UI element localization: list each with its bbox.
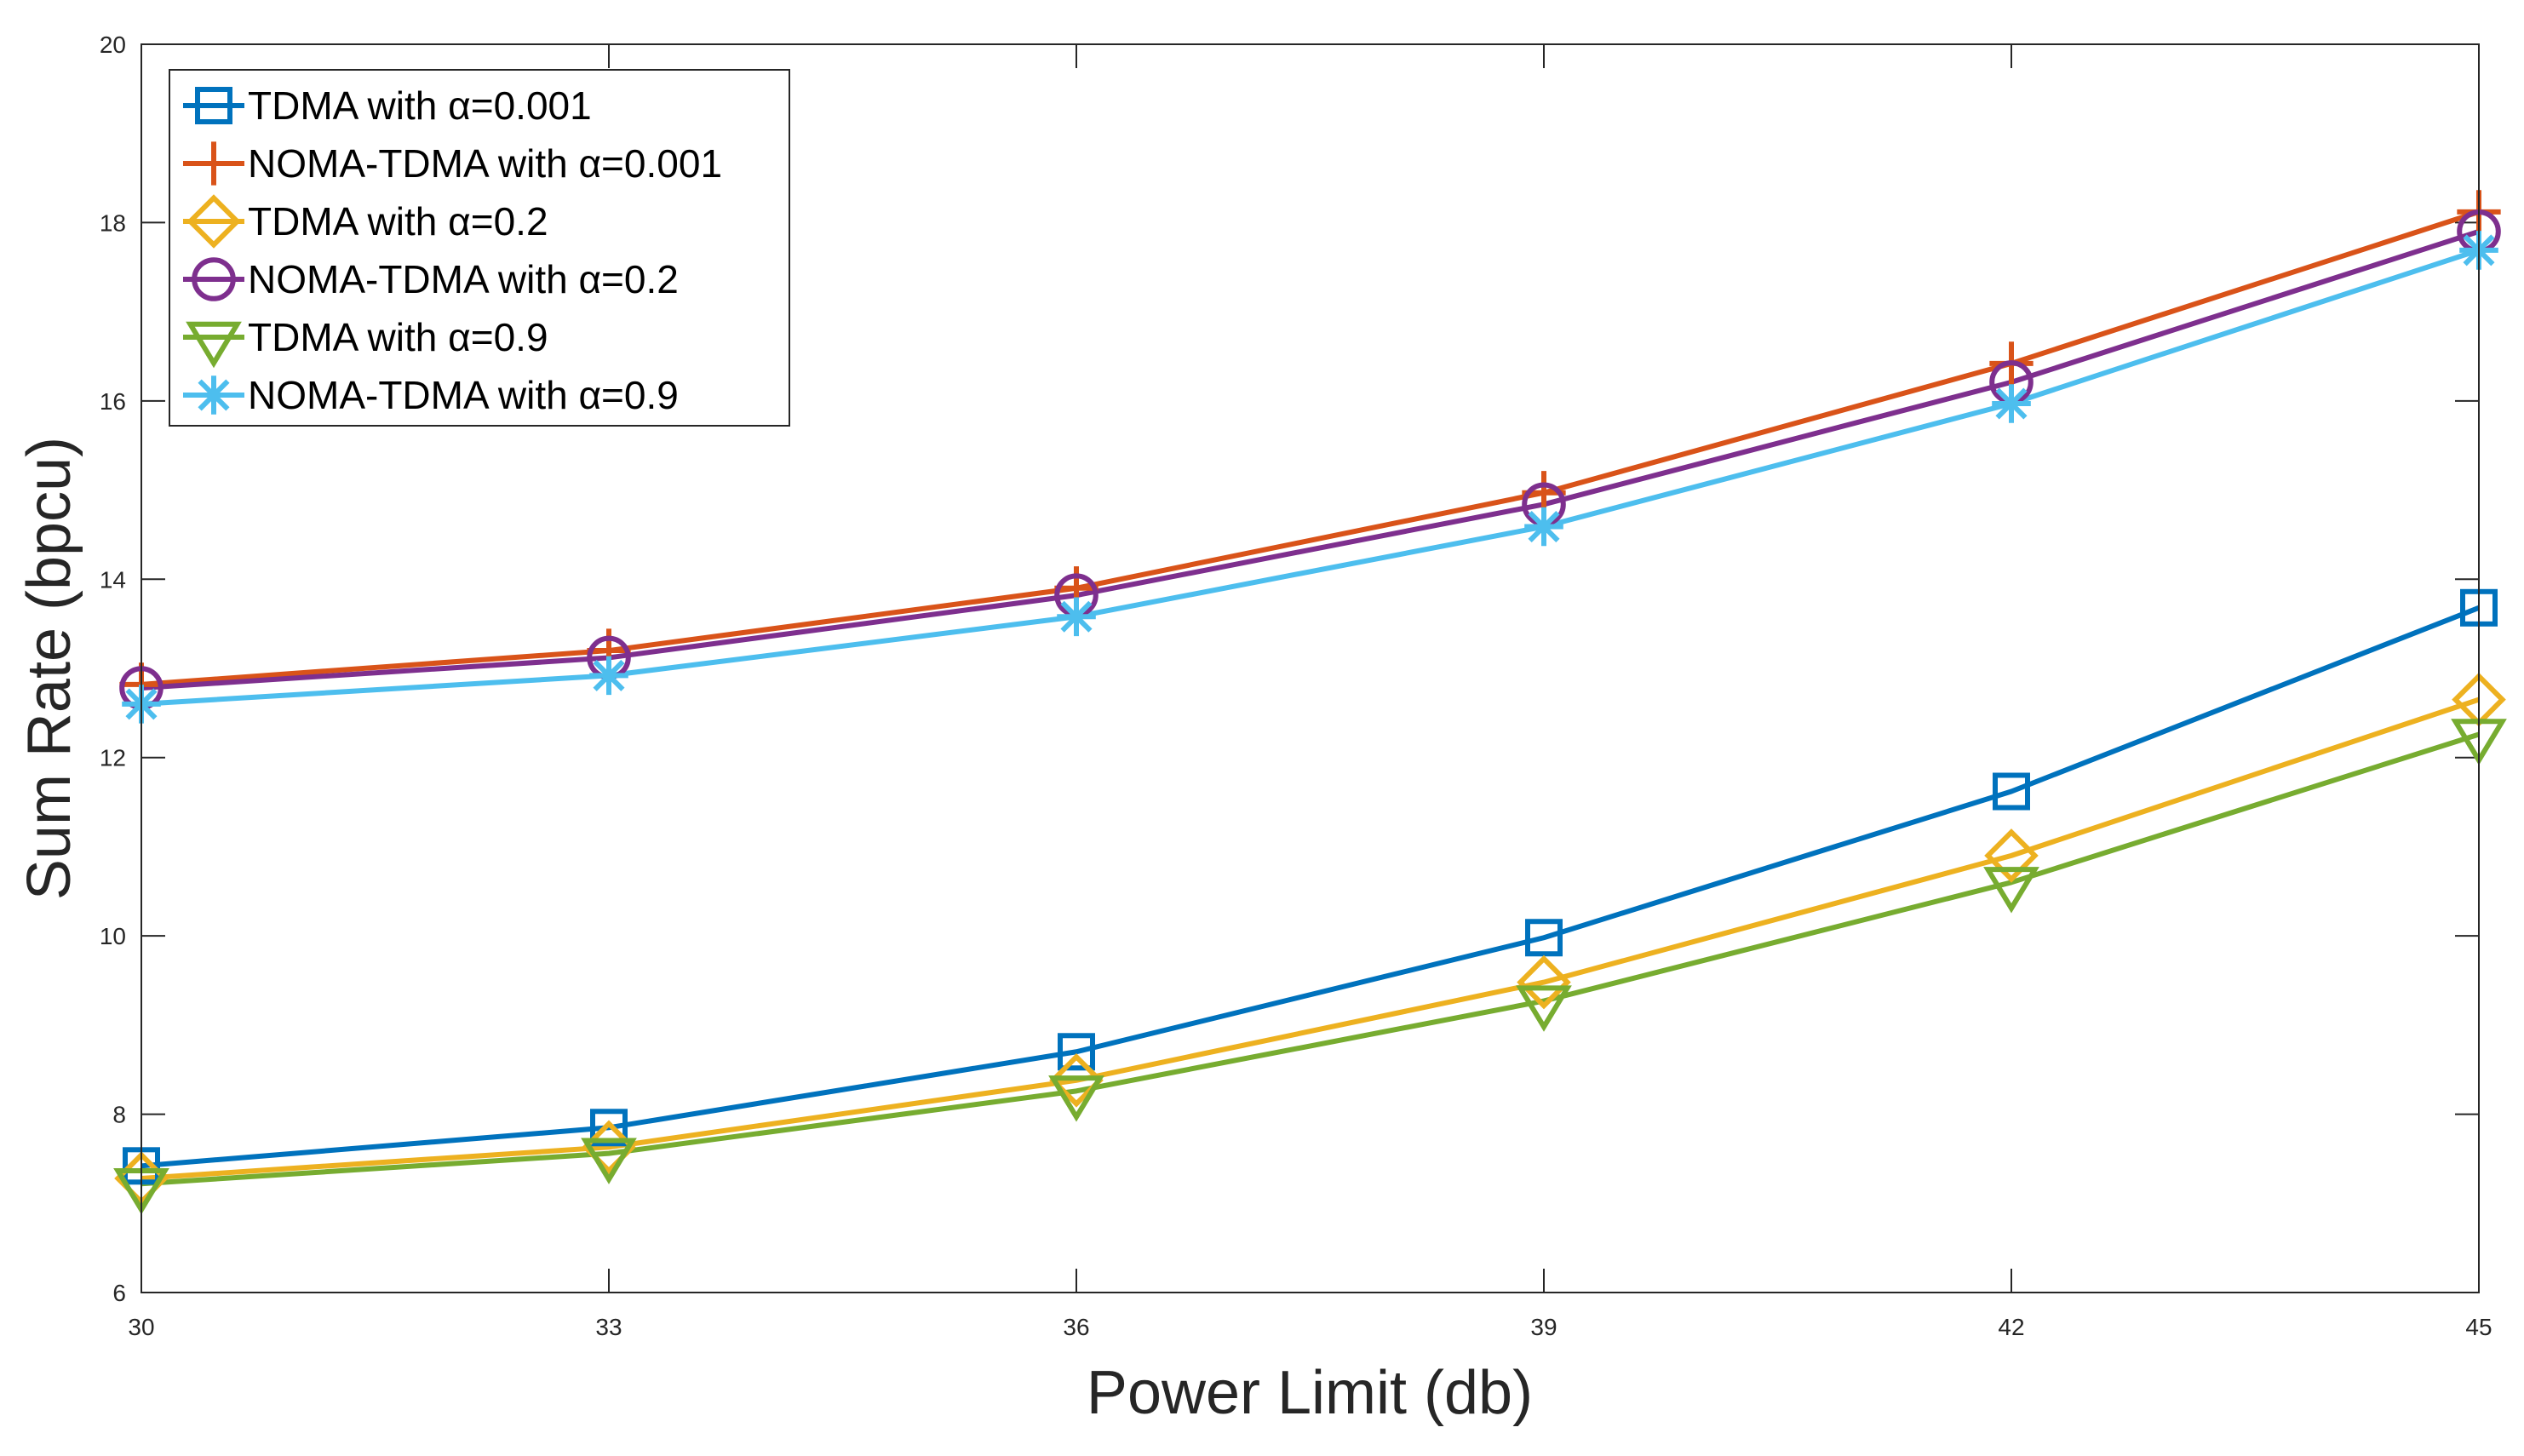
y-tick-label: 6 <box>112 1280 126 1306</box>
series-line-2 <box>141 209 2480 687</box>
series-1-point <box>1058 1033 1095 1071</box>
legend-item: NOMA-TDMA with α=0.2 <box>183 257 679 301</box>
x-axis-label: Power Limit (db) <box>1087 1359 1533 1427</box>
series-3-point <box>1984 828 2039 883</box>
legend-marker <box>192 257 236 301</box>
legend-marker <box>192 141 236 186</box>
series-1-point <box>590 1109 628 1147</box>
series-5-point <box>1516 985 1572 1032</box>
series-6-point <box>1057 597 1096 637</box>
legend-item: NOMA-TDMA with α=0.001 <box>183 141 722 186</box>
y-tick-label: 10 <box>100 923 126 949</box>
x-tick-label: 45 <box>2465 1314 2492 1340</box>
y-tick-label: 16 <box>100 388 126 415</box>
legend-box <box>169 69 790 427</box>
y-axis-label: Sum Rate (bpcu) <box>15 437 83 900</box>
y-tick-label: 20 <box>100 32 126 58</box>
y-tick-label: 12 <box>100 745 126 771</box>
x-tick-label: 33 <box>595 1314 622 1340</box>
legend-label: TDMA with α=0.2 <box>248 199 548 244</box>
legend-marker <box>186 194 241 249</box>
series-3-point <box>1049 1052 1104 1108</box>
series-line-1 <box>141 605 2481 1169</box>
series-6-point <box>589 656 628 696</box>
plot-frame <box>141 43 2480 1293</box>
legend-marker <box>186 321 242 369</box>
series-1-point <box>1993 772 2030 811</box>
legend-label: TDMA with α=0.001 <box>248 83 592 128</box>
series-lines <box>141 209 2481 1187</box>
series-line-3 <box>141 696 2480 1181</box>
series-6-point <box>1524 507 1563 547</box>
legend-label: NOMA-TDMA with α=0.001 <box>248 141 722 186</box>
series-line-6 <box>141 248 2480 707</box>
y-tick-label: 18 <box>100 209 126 236</box>
legend-marker <box>194 375 233 415</box>
legend-item: TDMA with α=0.2 <box>183 194 548 249</box>
legend-item: NOMA-TDMA with α=0.9 <box>183 373 679 417</box>
series-5-point <box>581 1138 637 1184</box>
tick-labels: 30 33 36 39 42 45 6 8 10 12 14 16 18 20 <box>100 32 2492 1340</box>
series-6-point <box>1992 384 2031 423</box>
series-5-point <box>1048 1075 1104 1122</box>
legend: TDMA with α=0.001 NOMA-TDMA with α=0.001 T… <box>169 69 790 427</box>
legend-label: NOMA-TDMA with α=0.2 <box>248 257 679 301</box>
series-1-point <box>1525 919 1563 957</box>
x-tick-label: 30 <box>128 1314 154 1340</box>
legend-item: TDMA with α=0.001 <box>183 83 592 128</box>
x-tick-label: 36 <box>1063 1314 1089 1340</box>
y-tick-label: 8 <box>112 1102 126 1128</box>
x-tick-label: 39 <box>1530 1314 1557 1340</box>
series-3-point <box>1517 954 1571 1010</box>
legend-label: NOMA-TDMA with α=0.9 <box>248 373 679 417</box>
series-5-point <box>1983 867 2039 914</box>
series-line-5 <box>141 731 2480 1187</box>
legend-marker <box>195 87 232 124</box>
y-tick-label: 14 <box>100 566 126 593</box>
series-line-4 <box>141 229 2480 691</box>
legend-label: TDMA with α=0.9 <box>248 315 548 359</box>
legend-item: TDMA with α=0.9 <box>183 315 548 369</box>
x-tick-label: 42 <box>1998 1314 2024 1340</box>
